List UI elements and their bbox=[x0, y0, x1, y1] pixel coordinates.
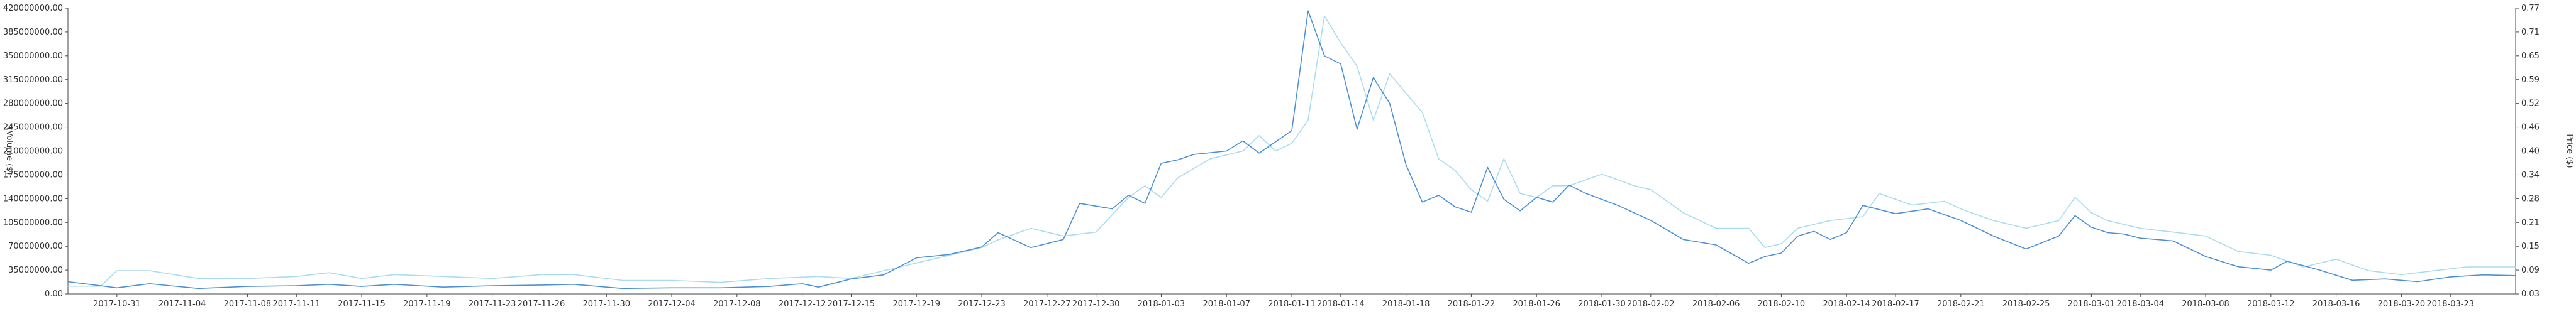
left-y-tick-label: 175000000.00 bbox=[3, 170, 63, 180]
volume-series-line bbox=[67, 10, 2516, 290]
x-tick-label: 2018-02-06 bbox=[1692, 300, 1740, 309]
x-tick-label: 2018-01-07 bbox=[1202, 300, 1250, 309]
right-y-tick-label: 0.28 bbox=[2521, 194, 2540, 203]
x-tick-label: 2017-11-30 bbox=[582, 300, 630, 309]
left-axis-title: (Volume ($) bbox=[4, 127, 14, 175]
left-y-tick-label: 140000000.00 bbox=[3, 194, 63, 203]
x-tick-label: 2018-01-22 bbox=[1448, 300, 1496, 309]
left-y-tick-label: 70000000.00 bbox=[8, 242, 63, 251]
x-tick-label: 2018-03-20 bbox=[2378, 300, 2426, 309]
x-tick-label: 2017-12-08 bbox=[713, 300, 761, 309]
x-tick-label: 2017-11-04 bbox=[158, 300, 206, 309]
x-tick-label: 2017-11-19 bbox=[403, 300, 451, 309]
left-y-tick-label: 210000000.00 bbox=[3, 147, 63, 156]
plot-area: 0.00 35000000.00 70000000.00 105000000.00 14… bbox=[3, 4, 2540, 309]
x-tick-label: 2018-01-30 bbox=[1578, 300, 1626, 309]
x-tick-label: 2017-12-23 bbox=[958, 300, 1006, 309]
left-y-tick-label: 315000000.00 bbox=[3, 75, 63, 85]
x-tick-label: 2018-02-10 bbox=[1758, 300, 1806, 309]
right-y-tick-label: 0.34 bbox=[2521, 170, 2540, 180]
x-tick-label: 2017-11-26 bbox=[518, 300, 565, 309]
x-tick-label: 2017-11-15 bbox=[338, 300, 386, 309]
x-tick-label: 2017-10-31 bbox=[93, 300, 141, 309]
left-y-tick-label: 245000000.00 bbox=[3, 123, 63, 133]
right-y-tick-label: 0.65 bbox=[2521, 51, 2540, 61]
x-tick-label: 2018-01-11 bbox=[1268, 300, 1316, 309]
left-y-tick-label: 420000000.00 bbox=[3, 4, 63, 13]
x-tick-label: 2018-01-26 bbox=[1513, 300, 1560, 309]
x-tick-label: 2018-02-02 bbox=[1627, 300, 1675, 309]
right-y-tick-label: 0.52 bbox=[2521, 99, 2540, 109]
x-tick-label: 2017-12-15 bbox=[828, 300, 875, 309]
right-y-tick-label: 0.21 bbox=[2521, 218, 2540, 227]
x-tick-label: 2018-02-21 bbox=[1937, 300, 1985, 309]
right-y-tick-label: 0.15 bbox=[2521, 242, 2540, 251]
right-axis-title: Price ($) bbox=[2565, 134, 2574, 168]
x-tick-label: 2018-03-16 bbox=[2312, 300, 2360, 309]
x-tick-label: 2018-03-04 bbox=[2116, 300, 2164, 309]
x-tick-label: 2018-02-17 bbox=[1872, 300, 1919, 309]
left-y-tick-label: 35000000.00 bbox=[8, 266, 63, 275]
left-y-tick-label: 385000000.00 bbox=[3, 28, 63, 37]
right-y-tick-label: 0.09 bbox=[2521, 266, 2540, 275]
right-y-tick-label: 0.46 bbox=[2521, 123, 2540, 133]
x-tick-label: 2017-11-23 bbox=[469, 300, 516, 309]
x-tick-label: 2017-12-27 bbox=[1023, 300, 1071, 309]
x-tick-label: 2018-01-18 bbox=[1382, 300, 1430, 309]
x-tick-label: 2018-02-25 bbox=[2002, 300, 2050, 309]
x-tick-label: 2017-11-08 bbox=[224, 300, 272, 309]
x-tick-label: 2017-12-30 bbox=[1072, 300, 1120, 309]
x-tick-label: 2017-11-11 bbox=[272, 300, 320, 309]
left-y-tick-label: 0.00 bbox=[45, 290, 63, 299]
x-tick-label: 2018-03-08 bbox=[2182, 300, 2229, 309]
x-tick-label: 2018-02-14 bbox=[1823, 300, 1870, 309]
right-y-tick-label: 0.59 bbox=[2521, 75, 2540, 85]
x-tick-label: 2018-03-12 bbox=[2247, 300, 2295, 309]
x-tick-label: 2017-12-19 bbox=[892, 300, 940, 309]
right-y-tick-label: 0.77 bbox=[2521, 4, 2540, 13]
price-series-line bbox=[67, 15, 2516, 287]
x-tick-label: 2017-12-12 bbox=[779, 300, 826, 309]
x-tick-label: 2017-12-04 bbox=[648, 300, 696, 309]
left-y-tick-label: 280000000.00 bbox=[3, 99, 63, 109]
x-tick-label: 2018-01-14 bbox=[1317, 300, 1365, 309]
x-tick-label: 2018-03-23 bbox=[2426, 300, 2474, 309]
right-y-tick-label: 0.03 bbox=[2521, 290, 2540, 299]
left-y-tick-label: 105000000.00 bbox=[3, 218, 63, 227]
x-tick-label: 2018-03-01 bbox=[2068, 300, 2116, 309]
left-y-tick-label: 350000000.00 bbox=[3, 51, 63, 61]
right-y-tick-label: 0.40 bbox=[2521, 147, 2540, 156]
x-tick-label: 2018-01-03 bbox=[1138, 300, 1185, 309]
right-y-tick-label: 0.71 bbox=[2521, 28, 2540, 37]
